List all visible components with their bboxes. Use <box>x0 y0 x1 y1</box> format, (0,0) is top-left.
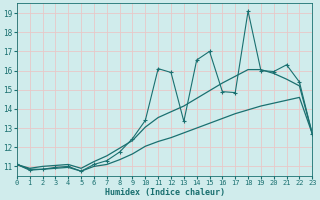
X-axis label: Humidex (Indice chaleur): Humidex (Indice chaleur) <box>105 188 225 197</box>
